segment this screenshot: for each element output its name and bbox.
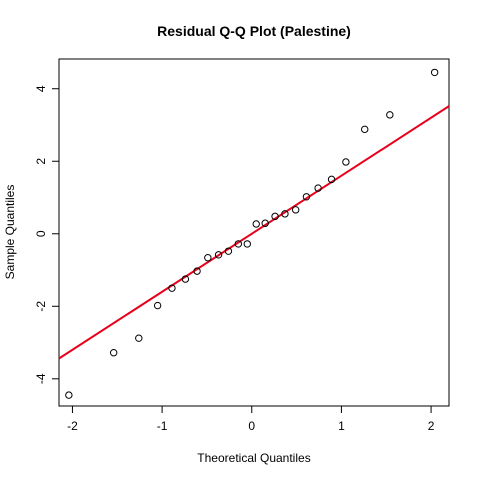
data-point xyxy=(234,240,243,248)
data-point xyxy=(243,240,251,248)
data-point xyxy=(65,391,73,399)
plot-frame xyxy=(58,58,450,407)
y-tick-label: 2 xyxy=(34,158,48,165)
data-point xyxy=(281,210,289,218)
data-point xyxy=(261,219,269,227)
y-tick-label: -2 xyxy=(34,301,48,312)
data-points xyxy=(65,68,439,399)
reference-line xyxy=(58,105,450,360)
y-tick-label: 0 xyxy=(34,230,48,237)
data-point xyxy=(153,301,162,310)
data-point xyxy=(224,247,233,255)
data-point xyxy=(214,251,223,259)
y-tick-label: 4 xyxy=(34,85,48,92)
x-tick-label: 1 xyxy=(338,419,345,433)
data-point xyxy=(204,254,212,262)
x-tick-label: 0 xyxy=(248,419,255,433)
reference-line-group xyxy=(58,105,450,360)
y-tick-label: -4 xyxy=(34,373,48,384)
data-point xyxy=(361,125,369,134)
x-axis: -2 -1 0 1 2 xyxy=(67,406,435,433)
y-axis-label: Sample Quantiles xyxy=(3,185,17,280)
data-point xyxy=(135,334,143,342)
data-point xyxy=(271,212,279,221)
y-axis: -4 -2 0 2 4 xyxy=(34,85,59,384)
data-point xyxy=(109,348,118,357)
data-point xyxy=(302,193,311,201)
x-tick-label: -2 xyxy=(67,419,78,433)
x-tick-label: -1 xyxy=(157,419,168,433)
data-point xyxy=(181,275,190,283)
data-point xyxy=(386,111,394,119)
chart-title: Residual Q-Q Plot (Palestine) xyxy=(157,23,351,39)
data-point xyxy=(327,175,336,184)
data-point xyxy=(168,284,176,292)
data-point xyxy=(342,158,350,166)
data-point xyxy=(314,184,322,192)
data-point xyxy=(252,220,260,228)
data-point xyxy=(193,267,201,275)
x-axis-label: Theoretical Quantiles xyxy=(197,451,310,465)
x-tick-label: 2 xyxy=(428,419,435,433)
data-point xyxy=(430,68,439,77)
data-point xyxy=(291,206,300,214)
